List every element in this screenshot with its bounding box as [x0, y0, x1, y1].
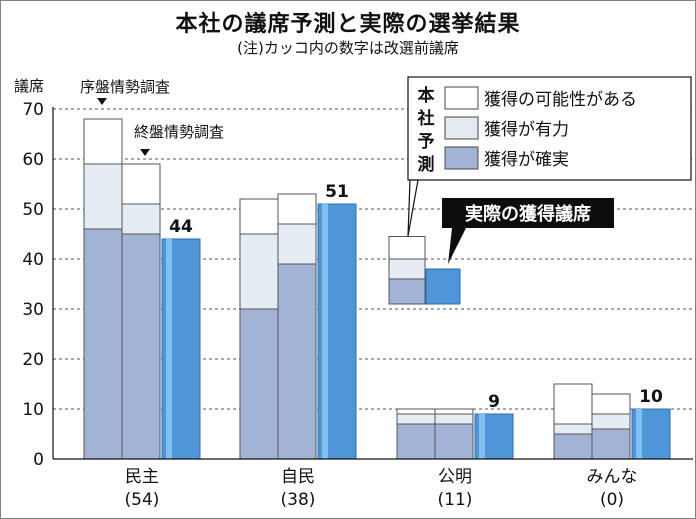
late-survey-certain-segment	[591, 428, 631, 460]
late-survey-certain-segment	[434, 423, 474, 460]
actual-seats-label: 9	[488, 392, 500, 412]
legend-swatch-certain	[444, 146, 479, 170]
early-survey-possible-segment	[396, 408, 436, 415]
seats-before-label: (0)	[600, 490, 624, 510]
legend-sample-possible-segment	[388, 236, 426, 260]
legend-sample-certain-segment	[388, 278, 426, 305]
late-survey-certain-segment	[277, 263, 317, 460]
y-tick-label: 50	[22, 200, 44, 220]
y-tick-label: 30	[22, 300, 44, 320]
early-survey-possible-segment	[239, 198, 279, 235]
chart-title: 本社の議席予測と実際の選挙結果	[175, 12, 521, 37]
party-name-label: 公明	[438, 467, 472, 487]
legend-label: 獲得が確実	[484, 150, 569, 170]
late-survey-strong-segment	[434, 413, 474, 425]
seats-before-label: (11)	[438, 490, 473, 510]
late-survey-arrow-icon	[140, 149, 150, 156]
y-tick-label: 60	[22, 150, 44, 170]
early-survey-possible-segment	[553, 383, 593, 425]
early-survey-strong-segment	[239, 233, 279, 310]
y-tick-label: 40	[22, 250, 44, 270]
legend-label: 獲得の可能性がある	[484, 90, 637, 110]
party-name-label: 民主	[125, 467, 159, 487]
y-tick-label: 20	[22, 350, 44, 370]
legend-sample-actual-bar	[425, 268, 461, 305]
legend-title-char: 本	[418, 85, 435, 106]
actual-seats-callout-box	[442, 198, 614, 228]
early-survey-strong-segment	[83, 163, 123, 230]
late-survey-possible-segment	[121, 163, 161, 205]
bars: 44 51 9 10	[83, 118, 671, 460]
legend-title-char: 測	[418, 154, 435, 175]
early-survey-arrow-icon	[97, 98, 107, 105]
y-tick-label: 70	[22, 100, 44, 120]
early-survey-strong-segment	[396, 413, 436, 425]
early-survey-certain-segment	[396, 423, 436, 460]
actual-seats-label: 10	[639, 387, 663, 407]
early-survey-certain-segment	[553, 433, 593, 460]
late-survey-possible-segment	[591, 393, 631, 415]
actual-seats-bar-highlight	[479, 414, 485, 459]
actual-seats-label: 51	[325, 182, 349, 202]
gridlines	[53, 108, 693, 410]
legend-pointer	[407, 179, 419, 237]
late-survey-strong-segment	[591, 413, 631, 430]
legend-swatch-strong	[444, 116, 479, 140]
late-survey-annotation: 終盤情勢調査	[134, 123, 224, 141]
actual-seats-callout-label: 実際の獲得議席	[465, 203, 591, 225]
y-tick-label: 10	[22, 400, 44, 420]
actual-seats-bar-highlight	[322, 204, 328, 459]
late-survey-strong-segment	[121, 203, 161, 235]
early-survey-annotation: 序盤情勢調査	[80, 78, 170, 96]
actual-seats-bar-highlight	[166, 239, 172, 459]
early-survey-possible-segment	[83, 118, 123, 165]
late-survey-possible-segment	[434, 408, 474, 415]
party-name-label: みんな	[587, 467, 638, 487]
early-survey-certain-segment	[83, 228, 123, 460]
legend-sample-strong-segment	[388, 258, 426, 280]
seats-before-label: (54)	[125, 490, 160, 510]
actual-seats-bar-highlight	[636, 409, 642, 459]
y-axis-label: 議席	[14, 77, 44, 95]
party-group: 51	[239, 182, 357, 460]
actual-seats-label: 44	[169, 217, 193, 237]
late-survey-strong-segment	[277, 223, 317, 265]
party-name-label: 自民	[281, 467, 315, 487]
chart-subtitle: (注)カッコ内の数字は改選前議席	[237, 39, 459, 57]
legend-label: 獲得が有力	[484, 120, 569, 140]
actual-seats-callout-pointer	[448, 228, 466, 264]
party-group: 10	[553, 383, 671, 460]
early-survey-strong-segment	[553, 423, 593, 435]
legend-swatch-possible	[444, 86, 479, 110]
y-tick-label: 0	[33, 450, 44, 470]
early-survey-certain-segment	[239, 308, 279, 460]
party-group: 9	[396, 392, 514, 460]
legend-title-char: 社	[417, 108, 435, 129]
party-group: 44	[83, 118, 201, 460]
legend-title-char: 予	[418, 132, 435, 152]
late-survey-certain-segment	[121, 233, 161, 460]
seats-before-label: (38)	[281, 490, 316, 510]
late-survey-possible-segment	[277, 193, 317, 225]
